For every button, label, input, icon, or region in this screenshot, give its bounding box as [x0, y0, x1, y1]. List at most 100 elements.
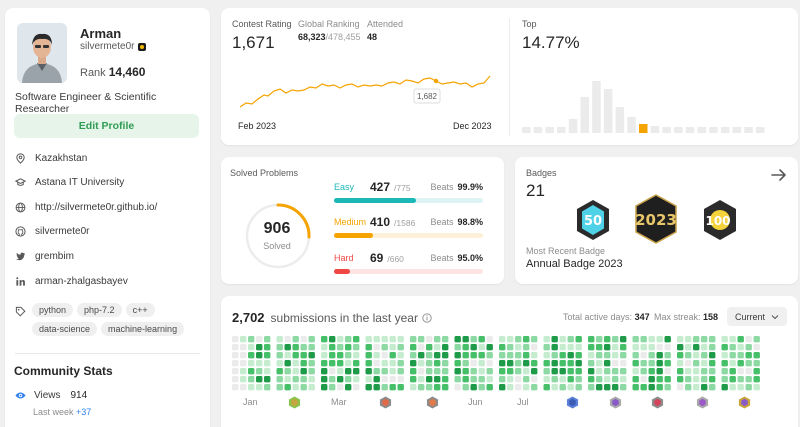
heatmap-cell[interactable] — [308, 360, 315, 367]
heatmap-cell[interactable] — [276, 376, 283, 383]
heatmap-cell[interactable] — [418, 336, 425, 343]
heatmap-cell[interactable] — [551, 352, 558, 359]
heatmap-cell[interactable] — [454, 360, 461, 367]
heatmap-cell[interactable] — [515, 376, 522, 383]
heatmap-cell[interactable] — [612, 368, 619, 375]
heatmap-cell[interactable] — [551, 384, 558, 391]
avatar[interactable] — [17, 23, 67, 83]
heatmap-cell[interactable] — [753, 384, 760, 391]
heatmap-cell[interactable] — [523, 360, 530, 367]
heatmap-cell[interactable] — [389, 336, 396, 343]
heatmap-cell[interactable] — [232, 384, 239, 391]
heatmap-cell[interactable] — [329, 384, 336, 391]
heatmap-cell[interactable] — [737, 352, 744, 359]
heatmap-cell[interactable] — [632, 360, 639, 367]
heatmap-cell[interactable] — [531, 344, 538, 351]
heatmap-cell[interactable] — [677, 352, 684, 359]
heatmap-cell[interactable] — [729, 344, 736, 351]
heatmap-cell[interactable] — [753, 352, 760, 359]
heatmap-cell[interactable] — [648, 384, 655, 391]
heatmap-cell[interactable] — [284, 384, 291, 391]
heatmap-cell[interactable] — [264, 360, 271, 367]
heatmap-cell[interactable] — [248, 336, 255, 343]
heatmap-cell[interactable] — [499, 336, 506, 343]
heatmap-cell[interactable] — [264, 352, 271, 359]
heatmap-cell[interactable] — [454, 384, 461, 391]
heatmap-cell[interactable] — [729, 360, 736, 367]
heatmap-cell[interactable] — [648, 336, 655, 343]
heatmap-cell[interactable] — [559, 360, 566, 367]
heatmap-cell[interactable] — [292, 344, 299, 351]
heatmap-cell[interactable] — [486, 336, 493, 343]
heatmap-cell[interactable] — [434, 384, 441, 391]
heatmap-cell[interactable] — [284, 376, 291, 383]
heatmap-cell[interactable] — [721, 368, 728, 375]
heatmap-cell[interactable] — [410, 352, 417, 359]
heatmap-cell[interactable] — [523, 384, 530, 391]
heatmap-cell[interactable] — [462, 344, 469, 351]
heatmap-cell[interactable] — [575, 344, 582, 351]
heatmap-cell[interactable] — [248, 368, 255, 375]
heatmap-cell[interactable] — [531, 336, 538, 343]
heatmap-cell[interactable] — [410, 384, 417, 391]
heatmap-cell[interactable] — [632, 352, 639, 359]
heatmap-cell[interactable] — [737, 376, 744, 383]
heatmap-cell[interactable] — [588, 344, 595, 351]
heatmap-cell[interactable] — [612, 352, 619, 359]
heatmap-cell[interactable] — [300, 360, 307, 367]
heatmap-cell[interactable] — [308, 368, 315, 375]
heatmap-cell[interactable] — [523, 368, 530, 375]
heatmap-cell[interactable] — [381, 384, 388, 391]
heatmap-cell[interactable] — [567, 368, 574, 375]
heatmap-cell[interactable] — [389, 360, 396, 367]
twitter-link[interactable]: grembim — [35, 251, 74, 262]
heatmap-cell[interactable] — [685, 376, 692, 383]
heatmap-cell[interactable] — [567, 376, 574, 383]
heatmap-cell[interactable] — [632, 344, 639, 351]
heatmap-cell[interactable] — [737, 360, 744, 367]
heatmap-cell[interactable] — [648, 368, 655, 375]
heatmap-cell[interactable] — [709, 384, 716, 391]
heatmap-cell[interactable] — [604, 336, 611, 343]
solved-ring[interactable] — [243, 201, 313, 271]
heatmap-cell[interactable] — [507, 384, 514, 391]
heatmap-cell[interactable] — [300, 384, 307, 391]
heatmap-cell[interactable] — [300, 336, 307, 343]
heatmap-cell[interactable] — [543, 384, 550, 391]
monthly-badge-mar-icon[interactable] — [379, 396, 392, 409]
heatmap-cell[interactable] — [551, 368, 558, 375]
heatmap-cell[interactable] — [353, 368, 360, 375]
heatmap-cell[interactable] — [300, 376, 307, 383]
heatmap-cell[interactable] — [381, 360, 388, 367]
heatmap-cell[interactable] — [664, 384, 671, 391]
heatmap-cell[interactable] — [345, 360, 352, 367]
heatmap-cell[interactable] — [753, 368, 760, 375]
monthly-badge-dec-icon[interactable] — [738, 396, 751, 409]
heatmap-cell[interactable] — [381, 344, 388, 351]
heatmap-cell[interactable] — [486, 376, 493, 383]
heatmap-cell[interactable] — [292, 352, 299, 359]
heatmap-cell[interactable] — [276, 384, 283, 391]
heatmap-cell[interactable] — [709, 344, 716, 351]
heatmap-cell[interactable] — [240, 360, 247, 367]
heatmap-cell[interactable] — [721, 336, 728, 343]
heatmap-cell[interactable] — [240, 352, 247, 359]
heatmap-cell[interactable] — [329, 344, 336, 351]
heatmap-cell[interactable] — [470, 336, 477, 343]
heatmap-cell[interactable] — [604, 360, 611, 367]
heatmap-cell[interactable] — [462, 352, 469, 359]
heatmap-cell[interactable] — [640, 352, 647, 359]
heatmap-cell[interactable] — [410, 336, 417, 343]
heatmap-cell[interactable] — [709, 360, 716, 367]
heatmap-cell[interactable] — [515, 352, 522, 359]
heatmap-cell[interactable] — [345, 376, 352, 383]
heatmap-cell[interactable] — [575, 376, 582, 383]
heatmap-cell[interactable] — [308, 336, 315, 343]
heatmap-cell[interactable] — [264, 376, 271, 383]
heatmap-cell[interactable] — [604, 368, 611, 375]
heatmap-cell[interactable] — [381, 352, 388, 359]
heatmap-cell[interactable] — [507, 368, 514, 375]
heatmap-cell[interactable] — [499, 384, 506, 391]
heatmap-cell[interactable] — [486, 360, 493, 367]
heatmap-cell[interactable] — [656, 368, 663, 375]
